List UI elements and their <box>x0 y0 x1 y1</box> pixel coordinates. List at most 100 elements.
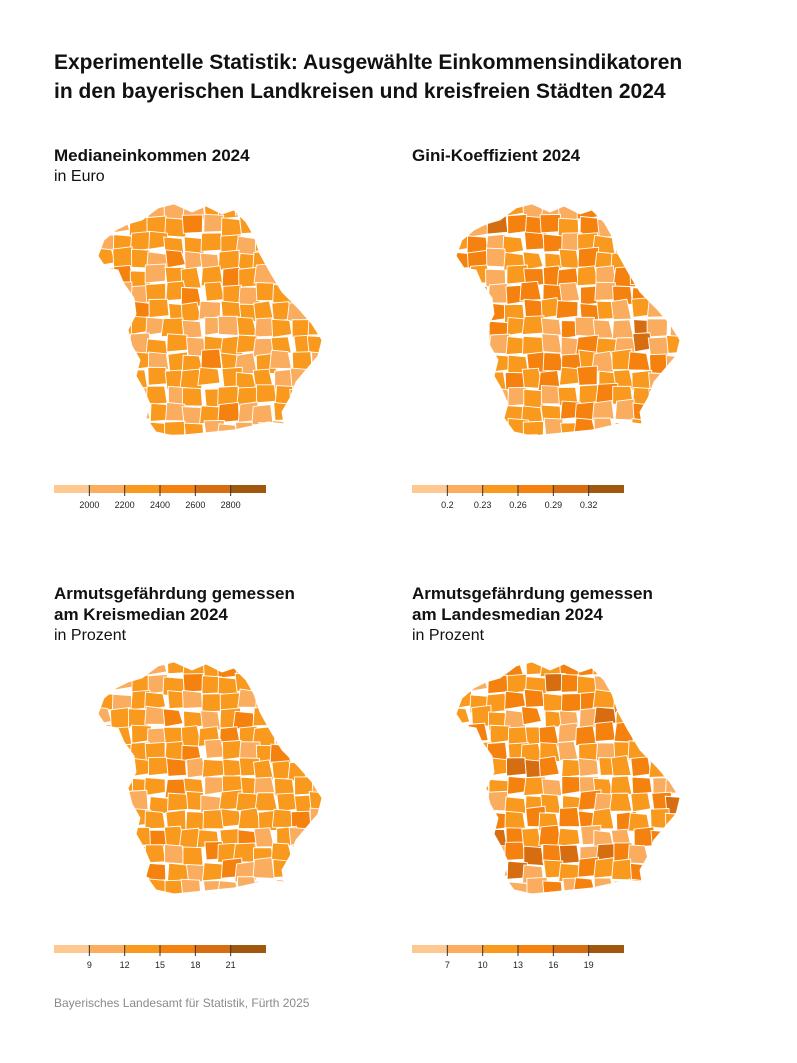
district-region <box>311 280 322 301</box>
map-svg <box>455 203 681 445</box>
district-region <box>456 421 473 436</box>
district-region <box>181 214 204 234</box>
district-region <box>234 204 257 216</box>
district-region <box>270 673 294 694</box>
district-region <box>276 264 298 285</box>
district-region <box>647 204 670 217</box>
district-region <box>112 300 136 321</box>
district-region <box>648 231 673 252</box>
district-region <box>180 878 202 894</box>
panel-title-line-1: Armutsgefährdung gemessen <box>412 584 653 603</box>
district-region <box>98 420 115 436</box>
district-region <box>98 204 112 221</box>
district-region <box>611 319 635 340</box>
district-region <box>468 218 491 238</box>
district-region <box>98 366 112 386</box>
district-region <box>467 303 490 325</box>
legend-tick-label: 21 <box>226 960 236 970</box>
district-region <box>520 434 543 436</box>
map-panel-gini: Gini-Koeffizient 2024 0.2 0.23 0.26 0.29 0.3… <box>412 145 772 585</box>
district-region <box>307 316 322 336</box>
district-region <box>630 247 654 268</box>
district-region <box>665 774 680 794</box>
legend-color-bin <box>412 485 448 493</box>
district-region <box>198 300 222 320</box>
district-region <box>109 405 131 425</box>
district-region <box>558 806 581 828</box>
district-region <box>307 204 322 222</box>
district-region <box>288 267 312 287</box>
district-region <box>664 400 680 421</box>
district-region <box>106 792 131 812</box>
district-region <box>523 845 545 867</box>
district-region <box>98 303 115 323</box>
district-region <box>486 892 508 894</box>
legend-color-bin <box>482 945 519 953</box>
district-region <box>470 370 492 391</box>
district-region <box>147 351 170 371</box>
legend-color-bin <box>482 485 519 493</box>
district-region <box>648 434 672 436</box>
legend-tick-label: 19 <box>584 960 594 970</box>
district-region <box>292 250 316 272</box>
district-region <box>275 879 297 894</box>
district-region <box>200 348 223 369</box>
district-region <box>668 741 680 761</box>
district-region <box>269 349 293 370</box>
district-region <box>456 759 473 779</box>
district-region <box>664 893 680 894</box>
district-region <box>182 434 206 436</box>
district-region <box>456 385 473 407</box>
district-region <box>647 418 669 436</box>
district-region <box>597 204 619 218</box>
district-region <box>110 845 132 866</box>
district-region <box>466 321 488 341</box>
district-region <box>630 756 652 777</box>
district-region <box>289 419 311 436</box>
district-region <box>148 298 170 319</box>
district-region <box>456 300 473 320</box>
district-region <box>452 899 471 903</box>
district-region <box>632 725 654 746</box>
district-region <box>109 706 131 729</box>
district-region <box>258 422 280 436</box>
district-region <box>613 692 635 714</box>
legend-color-bin <box>230 945 266 953</box>
district-region <box>490 881 512 894</box>
district-region <box>630 792 652 813</box>
district-region <box>197 366 221 386</box>
district-region <box>128 877 150 894</box>
district-region <box>98 350 113 370</box>
district-region <box>502 235 525 255</box>
district-region <box>470 859 492 879</box>
district-region <box>597 439 617 445</box>
district-region <box>201 862 225 882</box>
district-region <box>665 827 680 847</box>
legend-tick-label: 2800 <box>221 500 241 510</box>
district-region <box>489 724 511 744</box>
panel-title: Armutsgefährdung gemessen am Kreismedian… <box>54 583 414 625</box>
state-border <box>455 203 681 437</box>
choropleth-map-gini <box>452 200 702 445</box>
district-region <box>468 774 490 794</box>
district-region <box>667 229 680 251</box>
district-region <box>274 251 298 272</box>
district-region <box>456 267 474 286</box>
panel-title-line-2: am Landesmedian 2024 <box>412 605 603 624</box>
district-region <box>651 285 673 305</box>
legend-tick-label: 18 <box>190 960 200 970</box>
district-region <box>648 387 670 407</box>
district-region <box>293 862 315 882</box>
district-region <box>276 792 298 813</box>
district-region <box>112 876 134 894</box>
district-region <box>456 792 471 813</box>
district-region <box>147 366 169 386</box>
district-region <box>610 298 632 321</box>
district-region <box>181 319 203 339</box>
district-group <box>456 204 680 445</box>
district-region <box>557 740 579 761</box>
legend-color-bin <box>518 945 554 953</box>
district-region <box>129 895 149 903</box>
district-region <box>523 688 545 708</box>
district-region <box>456 743 475 763</box>
